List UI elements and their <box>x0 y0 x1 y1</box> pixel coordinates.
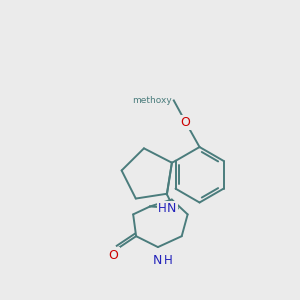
Text: O: O <box>181 116 190 129</box>
Text: methoxy: methoxy <box>132 96 172 105</box>
Text: N: N <box>153 254 163 268</box>
Text: N: N <box>167 202 177 215</box>
Text: H: H <box>158 202 166 215</box>
Text: H: H <box>164 254 172 268</box>
Text: O: O <box>108 248 118 262</box>
